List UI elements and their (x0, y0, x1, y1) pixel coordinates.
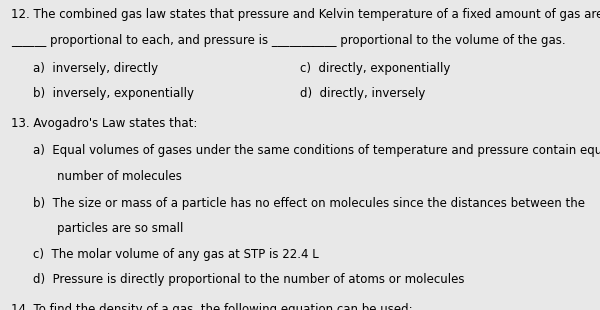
Text: particles are so small: particles are so small (57, 222, 184, 235)
Text: a)  Equal volumes of gases under the same conditions of temperature and pressure: a) Equal volumes of gases under the same… (33, 144, 600, 157)
Text: b)  The size or mass of a particle has no effect on molecules since the distance: b) The size or mass of a particle has no… (33, 197, 585, 210)
Text: d)  Pressure is directly proportional to the number of atoms or molecules: d) Pressure is directly proportional to … (33, 273, 464, 286)
Text: b)  inversely, exponentially: b) inversely, exponentially (33, 87, 194, 100)
Text: c)  directly, exponentially: c) directly, exponentially (300, 62, 451, 75)
Text: 13. Avogadro's Law states that:: 13. Avogadro's Law states that: (11, 117, 197, 130)
Text: number of molecules: number of molecules (57, 170, 182, 183)
Text: ______ proportional to each, and pressure is ___________ proportional to the vol: ______ proportional to each, and pressur… (11, 34, 565, 47)
Text: a)  inversely, directly: a) inversely, directly (33, 62, 158, 75)
Text: c)  The molar volume of any gas at STP is 22.4 L: c) The molar volume of any gas at STP is… (33, 248, 319, 261)
Text: d)  directly, inversely: d) directly, inversely (300, 87, 425, 100)
Text: 14. To find the density of a gas, the following equation can be used:: 14. To find the density of a gas, the fo… (11, 303, 412, 310)
Text: 12. The combined gas law states that pressure and Kelvin temperature of a fixed : 12. The combined gas law states that pre… (11, 8, 600, 21)
